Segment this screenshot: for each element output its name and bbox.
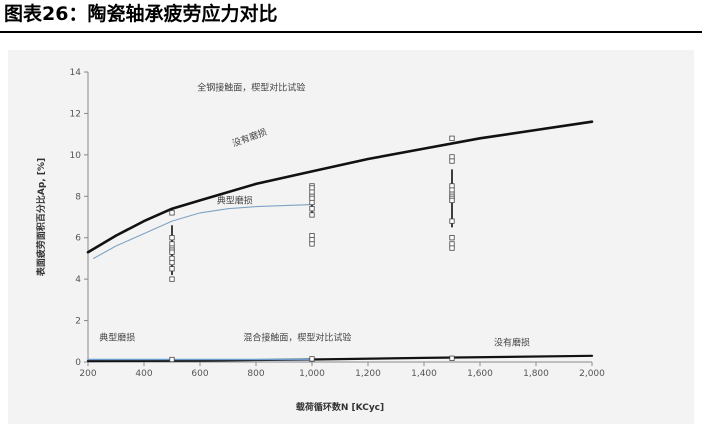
y-axis-label: 表面疲劳面积百分比Ap, [%] [35, 158, 47, 277]
y-tick-label: 14 [70, 68, 82, 78]
data-point [169, 210, 175, 216]
data-point [449, 197, 455, 204]
data-point [449, 158, 455, 164]
x-tick-label: 200 [79, 369, 96, 379]
chart-annotation: 混合接触面，楔型对比试验 [243, 331, 351, 343]
data-point [449, 241, 455, 247]
x-tick-label: 1,000 [299, 369, 325, 379]
y-tick-label: 12 [70, 109, 81, 119]
data-point [169, 356, 175, 363]
series-lines [86, 120, 594, 363]
chart-annotation: 典型磨损 [99, 331, 135, 343]
y-tick-label: 10 [70, 151, 82, 161]
title-divider [0, 31, 702, 33]
data-point [449, 187, 455, 193]
data-point [309, 241, 315, 247]
x-tick-label: 1,400 [411, 369, 437, 379]
data-point [169, 241, 175, 247]
data-point [309, 212, 315, 218]
x-tick-label: 600 [191, 369, 208, 379]
data-point [309, 189, 315, 195]
y-tick-label: 0 [75, 358, 81, 368]
data-point [309, 185, 315, 191]
x-tick-label: 1,800 [523, 369, 549, 379]
data-point [169, 249, 175, 255]
data-point [169, 266, 175, 272]
chart-annotation: 没有磨损 [231, 126, 269, 150]
data-point [309, 199, 315, 206]
data-point [309, 237, 315, 243]
chart-svg: 0 2 4 6 8 10 12 14 200 400 600 800 1,000 1,200 1,400 1,… [35, 68, 605, 413]
data-point [169, 235, 175, 241]
data-point [309, 233, 315, 239]
data-point [449, 183, 455, 189]
figure-title: 图表26：陶瓷轴承疲劳应力对比 [4, 3, 278, 25]
y-tick-label: 8 [75, 192, 81, 202]
x-tick-label: 2,000 [579, 369, 605, 379]
x-tick-label: 1,600 [467, 369, 493, 379]
data-point [309, 206, 315, 212]
scatter-points [169, 135, 455, 363]
x-tick-label: 1,200 [355, 369, 381, 379]
chart-annotation: 没有磨损 [494, 336, 530, 348]
chart-annotation: 典型磨损 [217, 195, 253, 207]
data-point [169, 276, 175, 282]
y-tick-label: 6 [75, 234, 81, 244]
data-point [449, 245, 455, 251]
chart-annotation: 全钢接触面，楔型对比试验 [197, 82, 305, 94]
x-axis-label: 载荷循环数N [KCyc] [296, 401, 384, 413]
x-tick-label: 400 [135, 369, 152, 379]
data-point [449, 355, 455, 361]
data-point [309, 356, 315, 362]
data-point [449, 154, 455, 160]
y-tick-label: 4 [75, 275, 81, 285]
data-point [169, 259, 175, 266]
data-point [169, 255, 175, 262]
data-point [449, 235, 455, 241]
y-tick-label: 2 [75, 317, 81, 327]
chart-panel: 0 2 4 6 8 10 12 14 200 400 600 800 1,000 1,200 1,400 1,… [8, 50, 694, 424]
data-point [449, 135, 455, 141]
data-point [309, 195, 315, 201]
series-line-steel-upper [86, 120, 594, 254]
x-tick-label: 800 [247, 369, 264, 379]
data-point [449, 218, 455, 224]
series-line-typical-wear-upper [93, 204, 313, 259]
